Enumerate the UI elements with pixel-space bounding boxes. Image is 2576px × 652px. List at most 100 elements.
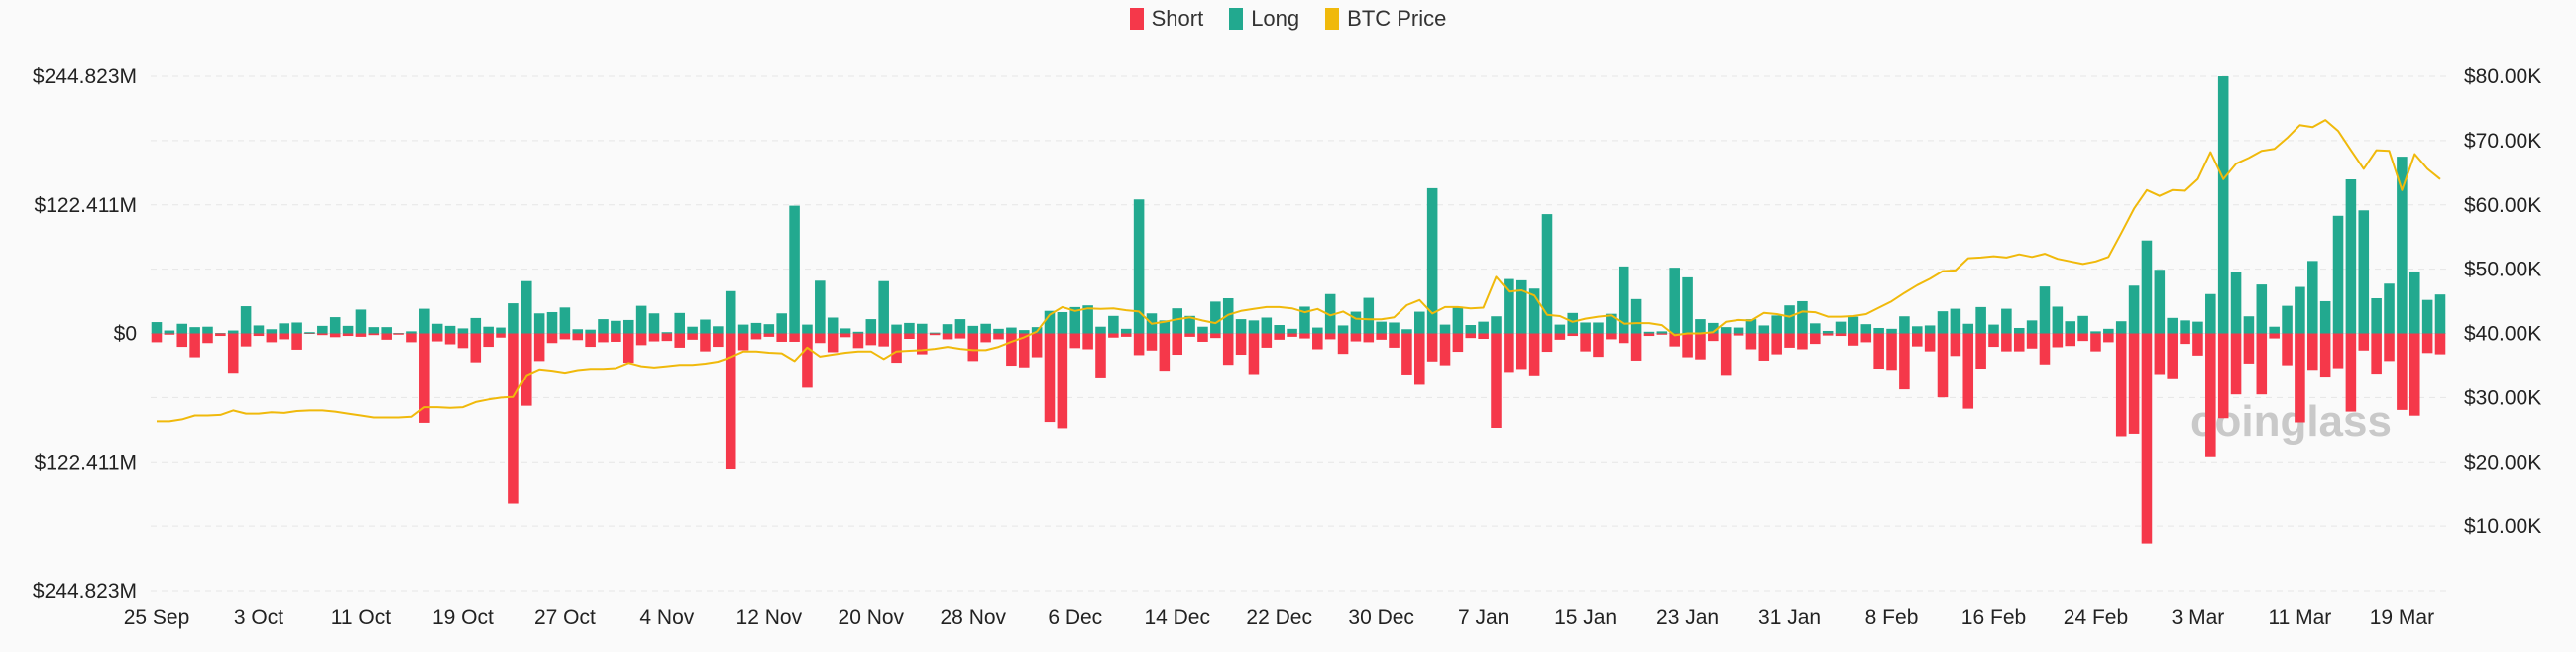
long-bar[interactable]: [700, 319, 711, 334]
short-bar[interactable]: [1222, 333, 1234, 366]
long-bar[interactable]: [1401, 329, 1412, 334]
short-bar[interactable]: [1708, 333, 1719, 342]
short-bar[interactable]: [1504, 333, 1514, 373]
short-bar[interactable]: [329, 333, 341, 338]
short-bar[interactable]: [176, 333, 188, 348]
long-bar[interactable]: [1504, 278, 1514, 334]
long-bar[interactable]: [2295, 286, 2305, 334]
long-bar[interactable]: [2090, 331, 2101, 334]
short-bar[interactable]: [291, 333, 302, 350]
short-bar[interactable]: [2090, 333, 2101, 352]
long-bar[interactable]: [215, 333, 226, 334]
long-bar[interactable]: [1656, 331, 1668, 334]
long-bar[interactable]: [1312, 327, 1323, 334]
long-bar[interactable]: [227, 330, 239, 334]
short-bar[interactable]: [2141, 333, 2153, 544]
long-bar[interactable]: [2371, 297, 2382, 334]
short-bar[interactable]: [2180, 333, 2190, 345]
long-bar[interactable]: [164, 330, 175, 334]
short-bar[interactable]: [2319, 333, 2331, 378]
legend-item-btc-price[interactable]: BTC Price: [1325, 6, 1446, 32]
long-bar[interactable]: [520, 280, 532, 334]
short-bar[interactable]: [1044, 333, 1056, 423]
short-bar[interactable]: [852, 333, 864, 349]
short-bar[interactable]: [1771, 333, 1782, 355]
short-bar[interactable]: [648, 333, 660, 342]
short-bar[interactable]: [1210, 333, 1221, 339]
short-bar[interactable]: [1643, 333, 1655, 337]
short-bar[interactable]: [2013, 333, 2025, 352]
short-bar[interactable]: [1758, 333, 1770, 361]
long-bar[interactable]: [496, 327, 506, 334]
long-bar[interactable]: [827, 317, 839, 334]
short-bar[interactable]: [1618, 333, 1629, 344]
long-bar[interactable]: [2256, 284, 2268, 334]
long-bar[interactable]: [1630, 298, 1642, 334]
short-bar[interactable]: [661, 333, 673, 342]
long-bar[interactable]: [1235, 319, 1247, 334]
long-bar[interactable]: [1095, 326, 1106, 334]
short-bar[interactable]: [1287, 333, 1297, 337]
long-bar[interactable]: [661, 332, 673, 334]
short-bar[interactable]: [266, 333, 278, 343]
long-bar[interactable]: [865, 319, 877, 334]
long-bar[interactable]: [2332, 215, 2344, 334]
short-bar[interactable]: [1414, 333, 1425, 385]
long-bar[interactable]: [572, 329, 584, 334]
long-bar[interactable]: [815, 280, 826, 334]
long-bar[interactable]: [1567, 312, 1579, 334]
short-bar[interactable]: [1822, 333, 1834, 336]
long-bar[interactable]: [1261, 317, 1273, 334]
short-bar[interactable]: [1159, 333, 1171, 372]
short-bar[interactable]: [1580, 333, 1591, 352]
long-bar[interactable]: [508, 303, 519, 334]
long-bar[interactable]: [2319, 300, 2331, 334]
short-bar[interactable]: [2103, 333, 2114, 343]
short-bar[interactable]: [802, 333, 813, 388]
long-bar[interactable]: [2282, 305, 2293, 334]
short-bar[interactable]: [2384, 333, 2395, 362]
short-bar[interactable]: [622, 333, 634, 364]
short-bar[interactable]: [1452, 333, 1464, 353]
short-bar[interactable]: [1924, 333, 1936, 352]
short-bar[interactable]: [1172, 333, 1182, 356]
short-bar[interactable]: [1350, 333, 1362, 342]
long-bar[interactable]: [1873, 327, 1884, 334]
long-bar[interactable]: [954, 319, 966, 334]
short-bar[interactable]: [827, 333, 839, 353]
long-bar[interactable]: [2065, 321, 2076, 334]
long-bar[interactable]: [2345, 179, 2357, 334]
long-bar[interactable]: [1491, 316, 1502, 334]
long-bar[interactable]: [2115, 321, 2127, 334]
long-bar[interactable]: [2230, 272, 2242, 334]
long-bar[interactable]: [406, 331, 417, 334]
long-bar[interactable]: [1618, 266, 1629, 334]
long-bar[interactable]: [2421, 299, 2433, 334]
short-bar[interactable]: [1554, 333, 1566, 340]
short-bar[interactable]: [189, 333, 200, 358]
long-bar[interactable]: [431, 323, 443, 334]
long-bar[interactable]: [381, 327, 392, 334]
short-bar[interactable]: [878, 333, 889, 347]
long-bar[interactable]: [1541, 214, 1553, 334]
short-bar[interactable]: [1695, 333, 1706, 360]
long-bar[interactable]: [737, 324, 749, 334]
short-bar[interactable]: [520, 333, 532, 406]
long-bar[interactable]: [1082, 305, 1093, 334]
short-bar[interactable]: [342, 333, 354, 337]
short-bar[interactable]: [942, 333, 953, 340]
short-bar[interactable]: [1810, 333, 1821, 345]
short-bar[interactable]: [1515, 333, 1527, 370]
short-bar[interactable]: [2217, 333, 2229, 419]
long-bar[interactable]: [585, 329, 596, 334]
short-bar[interactable]: [1593, 333, 1604, 358]
long-bar[interactable]: [1682, 276, 1693, 334]
long-bar[interactable]: [598, 319, 609, 334]
long-bar[interactable]: [1363, 297, 1375, 334]
short-bar[interactable]: [2065, 333, 2076, 347]
long-bar[interactable]: [2001, 308, 2012, 334]
short-bar[interactable]: [1401, 333, 1412, 375]
long-bar[interactable]: [1822, 330, 1834, 334]
short-bar[interactable]: [406, 333, 417, 343]
short-bar[interactable]: [891, 333, 902, 364]
